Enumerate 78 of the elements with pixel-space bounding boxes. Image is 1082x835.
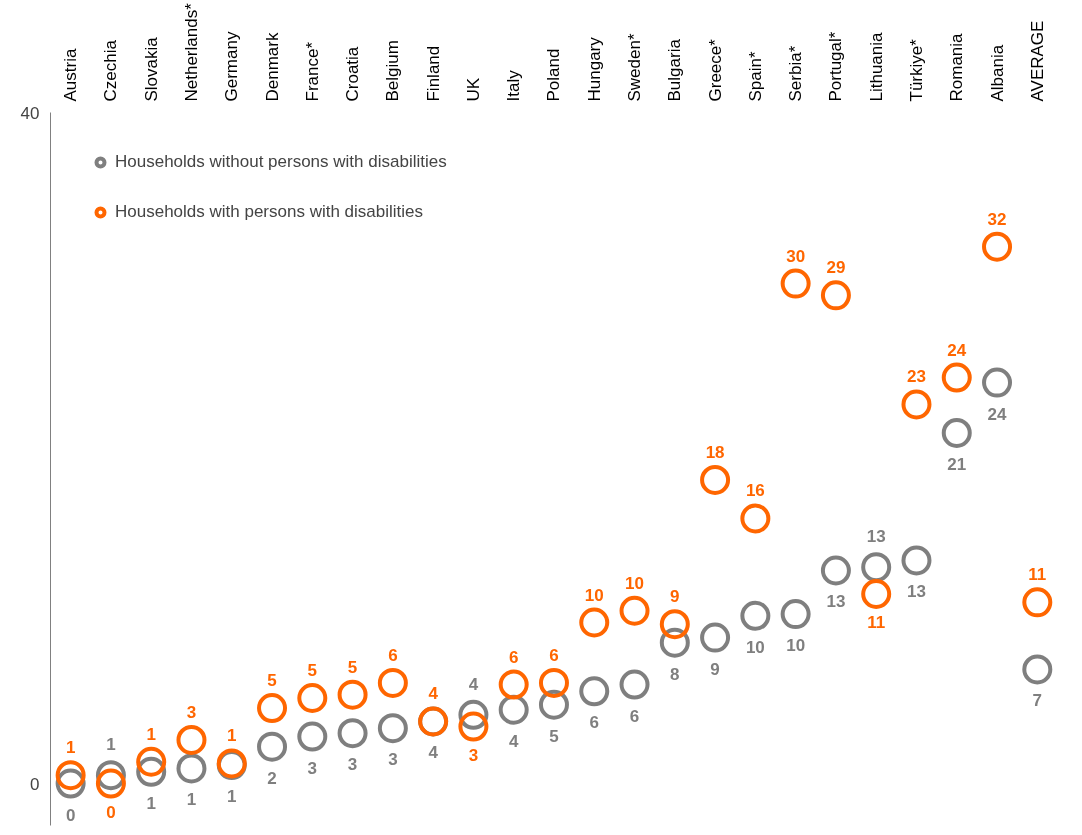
x-tick-label: Albania: [987, 44, 1007, 102]
y-tick-label: 40: [20, 103, 40, 123]
data-label: 3: [347, 755, 358, 775]
x-tick-label: Hungary: [584, 36, 604, 102]
data-label: 11: [1028, 565, 1047, 585]
data-label: 1: [65, 738, 76, 758]
data-label: 5: [549, 726, 559, 746]
data-label: 10: [584, 585, 604, 605]
x-tick-label: Sweden*: [625, 33, 645, 102]
data-label: 10: [786, 636, 806, 656]
data-label: 6: [589, 713, 599, 733]
x-tick-label: Netherlands*: [181, 2, 201, 102]
data-label: 1: [106, 735, 116, 755]
data-label: 8: [670, 664, 680, 684]
data-label: 11: [867, 612, 886, 632]
x-tick-label: Austria: [61, 48, 81, 102]
data-label: 7: [1032, 691, 1043, 711]
data-label: 3: [468, 745, 479, 765]
data-label: 23: [907, 367, 926, 387]
data-label: 1: [146, 793, 156, 813]
data-label: 3: [388, 750, 398, 770]
data-label: 10: [625, 573, 644, 593]
data-label: 4: [428, 684, 439, 704]
data-label: 24: [987, 404, 1008, 424]
data-label: 4: [468, 674, 479, 694]
x-tick-label: Germany: [222, 31, 242, 102]
x-tick-label: Denmark: [262, 32, 282, 102]
data-label: 1: [227, 787, 237, 807]
x-tick-label: Greece*: [705, 38, 725, 102]
data-label: 1: [146, 724, 156, 744]
data-label: 4: [508, 731, 519, 751]
data-label: 1: [227, 726, 237, 746]
data-label: 4: [428, 743, 439, 763]
x-tick-label: Poland: [544, 48, 564, 102]
data-label: 10: [745, 637, 765, 657]
data-label: 32: [987, 209, 1007, 229]
data-label: 16: [745, 481, 765, 501]
x-tick-label: UK: [463, 77, 483, 102]
data-label: 9: [670, 587, 680, 607]
x-tick-label: Romania: [947, 32, 967, 102]
data-label: 29: [826, 258, 846, 278]
data-label: 24: [947, 340, 967, 360]
data-label: 3: [307, 758, 318, 778]
data-label: 13: [907, 582, 926, 602]
x-tick-label: AVERAGE: [1027, 20, 1047, 102]
data-label: 6: [508, 647, 519, 667]
x-tick-label: France*: [302, 41, 322, 102]
legend-label: Households without persons with disabilities: [115, 152, 447, 172]
data-label: 6: [549, 645, 559, 665]
data-label: 13: [866, 527, 886, 547]
data-label: 2: [267, 768, 277, 788]
x-tick-label: Portugal*: [826, 31, 846, 102]
x-tick-label: Türkiye*: [906, 38, 926, 102]
legend-label: Households with persons with disabilities: [115, 202, 424, 222]
data-label: 0: [65, 805, 76, 825]
x-tick-label: Lithuania: [866, 31, 886, 102]
x-tick-label: Bulgaria: [665, 38, 685, 102]
x-tick-label: Belgium: [383, 40, 403, 102]
data-label: 9: [710, 659, 720, 679]
x-tick-label: Serbia*: [786, 45, 806, 102]
data-label: 13: [826, 592, 846, 612]
data-label: 6: [629, 706, 640, 726]
data-label: 5: [307, 661, 318, 680]
data-label: 1: [186, 790, 197, 810]
data-label: 5: [347, 657, 358, 677]
x-tick-label: Slovakia: [141, 36, 161, 102]
x-tick-label: Spain*: [745, 51, 765, 102]
data-label: 21: [947, 454, 967, 474]
data-label: 0: [106, 802, 116, 822]
x-tick-label: Czechia: [101, 39, 121, 102]
data-label: 18: [705, 442, 725, 462]
data-label: 6: [388, 645, 398, 665]
data-label: 3: [186, 702, 197, 722]
x-tick-label: Croatia: [343, 46, 363, 102]
data-label: 30: [786, 246, 806, 266]
x-tick-label: Italy: [504, 69, 524, 102]
x-tick-label: Finland: [423, 45, 443, 102]
data-label: 5: [267, 671, 277, 691]
